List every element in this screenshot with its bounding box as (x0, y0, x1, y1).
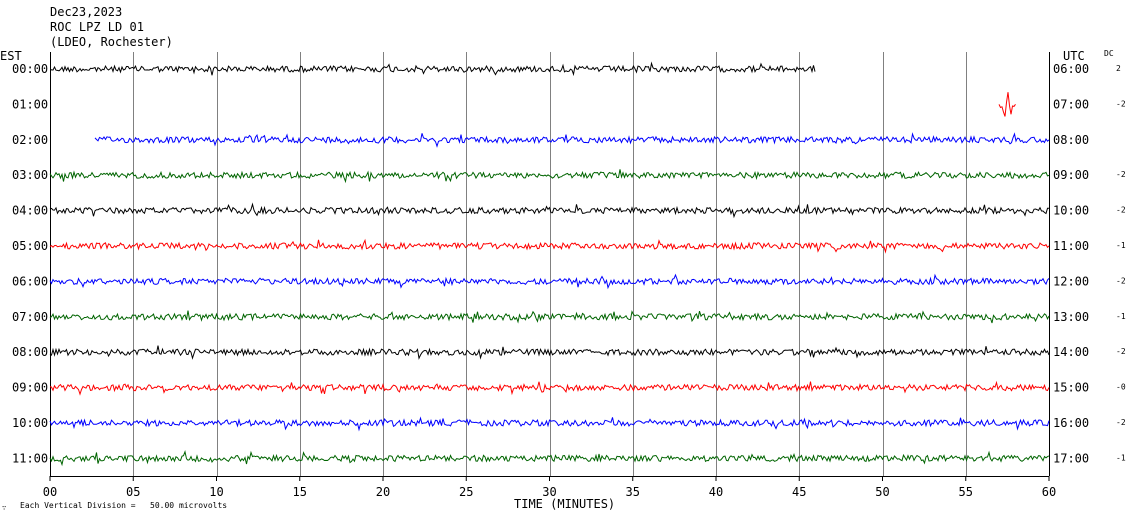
utc-time-label: 14:00 (1053, 345, 1089, 359)
x-tick-label: 10 (209, 485, 223, 499)
est-time-label: 02:00 (12, 133, 48, 147)
seismic-trace (49, 450, 1050, 467)
x-tick-label: 05 (126, 485, 140, 499)
dc-offset-label: -2 (1116, 276, 1126, 285)
est-time-label: 01:00 (12, 97, 48, 111)
utc-time-label: 10:00 (1053, 204, 1089, 218)
dc-offset-label: -2 (1116, 418, 1126, 427)
dc-offset-label: -2 (1116, 99, 1126, 108)
seismic-trace (94, 132, 1050, 148)
x-axis-label: TIME (MINUTES) (514, 497, 615, 511)
dc-offset-label: 2 (1116, 64, 1121, 73)
x-tick-label: 30 (542, 485, 556, 499)
x-tick-label: 15 (293, 485, 307, 499)
seismic-trace (49, 273, 1050, 290)
station-label: ROC LPZ LD 01 (50, 20, 144, 34)
x-tick-label: 25 (459, 485, 473, 499)
est-time-label: 11:00 (12, 451, 48, 465)
date-label: Dec23,2023 (50, 5, 122, 19)
utc-time-label: 15:00 (1053, 381, 1089, 395)
utc-time-label: 09:00 (1053, 168, 1089, 182)
x-tick-label: 60 (1042, 485, 1056, 499)
traces (49, 61, 1050, 467)
left-timezone-label: EST (0, 49, 22, 63)
dc-offset-label: -2 (1116, 206, 1126, 215)
dc-header-label: DC (1104, 49, 1114, 58)
utc-time-label: 06:00 (1053, 62, 1089, 76)
x-tick-label: 20 (376, 485, 390, 499)
est-time-label: 08:00 (12, 345, 48, 359)
x-tick-label: 00 (43, 485, 57, 499)
est-time-label: 09:00 (12, 381, 48, 395)
x-ticks: 00 05 10 15 20 25 30 35 40 45 50 55 60 (43, 476, 1056, 499)
seismic-trace (49, 169, 1050, 184)
seismic-trace (49, 238, 1050, 254)
footnote-mark: ∵ (2, 504, 6, 512)
utc-time-label: 17:00 (1053, 451, 1089, 465)
dc-offset-label: -0 (1116, 383, 1126, 392)
utc-time-label: 08:00 (1053, 133, 1089, 147)
grid (50, 52, 1050, 477)
est-time-label: 10:00 (12, 416, 48, 430)
seismic-trace (49, 61, 816, 77)
right-timezone-label: UTC (1063, 49, 1085, 63)
est-time-label: 03:00 (12, 168, 48, 182)
x-tick-label: 55 (959, 485, 973, 499)
seismic-trace (49, 202, 1049, 219)
est-time-label: 00:00 (12, 62, 48, 76)
est-time-label: 04:00 (12, 204, 48, 218)
est-time-label: 05:00 (12, 239, 48, 253)
est-time-label: 06:00 (12, 274, 48, 288)
dc-offset-label: -1 (1116, 241, 1126, 250)
seismic-trace (49, 310, 1050, 324)
utc-time-label: 07:00 (1053, 97, 1089, 111)
x-tick-label: 45 (792, 485, 806, 499)
est-time-label: 07:00 (12, 310, 48, 324)
dc-offset-label: -1 (1116, 453, 1126, 462)
x-tick-label: 40 (709, 485, 723, 499)
utc-time-label: 13:00 (1053, 310, 1089, 324)
row-labels: 00:00 06:00 2 01:00 07:00 -2 02:00 08:00 03:00 09… (12, 62, 1126, 465)
network-label: (LDEO, Rochester) (50, 35, 173, 49)
seismic-trace (49, 416, 1050, 432)
dc-offset-label: -1 (1116, 312, 1126, 321)
utc-time-label: 11:00 (1053, 239, 1089, 253)
utc-time-label: 16:00 (1053, 416, 1089, 430)
seismic-trace (998, 92, 1016, 117)
dc-offset-label: -2 (1116, 347, 1126, 356)
footnote-label: Each Vertical Division = 50.00 microvolt… (20, 501, 227, 510)
x-tick-label: 50 (875, 485, 889, 499)
dc-offset-label: -2 (1116, 170, 1126, 179)
seismic-trace (49, 380, 1050, 396)
utc-time-label: 12:00 (1053, 274, 1089, 288)
seismic-trace (49, 345, 1050, 360)
x-tick-label: 35 (626, 485, 640, 499)
